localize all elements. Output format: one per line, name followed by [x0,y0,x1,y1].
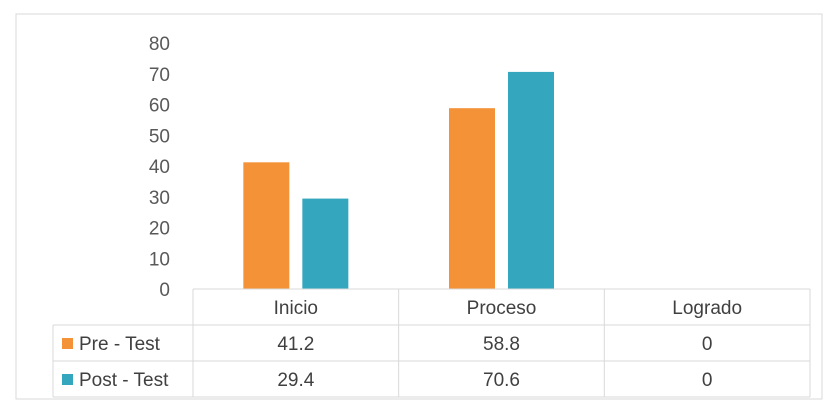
y-tick-label-50: 50 [149,126,170,147]
legend-label-posttest: Post - Test [79,370,169,391]
y-tick-label-30: 30 [149,188,170,209]
data-label-pretest-proceso: 58.8 [483,334,520,355]
chart-frame [15,13,823,400]
y-tick-label-80: 80 [149,34,170,55]
data-label-posttest-logrado: 0 [702,370,713,391]
y-tick-label-60: 60 [149,96,170,117]
legend-label-pretest: Pre - Test [79,334,161,355]
y-tick-label-0: 0 [159,280,170,301]
bar-posttest-inicio [302,198,349,289]
y-tick-label-20: 20 [149,219,170,240]
y-tick-label-70: 70 [149,65,170,86]
legend-key-posttest [62,374,73,385]
legend-key-pretest [62,338,73,349]
category-label-inicio: Inicio [274,298,318,319]
bar-pretest-proceso [449,108,495,289]
data-label-posttest-inicio: 29.4 [277,370,314,391]
bar-pretest-inicio [243,162,290,289]
bar-posttest-proceso [508,71,554,289]
y-tick-label-10: 10 [149,249,170,270]
data-label-pretest-inicio: 41.2 [277,334,314,355]
data-label-pretest-logrado: 0 [702,334,713,355]
category-label-proceso: Proceso [467,298,537,319]
category-label-logrado: Logrado [672,298,742,319]
y-tick-label-40: 40 [149,157,170,178]
data-label-posttest-proceso: 70.6 [483,370,520,391]
